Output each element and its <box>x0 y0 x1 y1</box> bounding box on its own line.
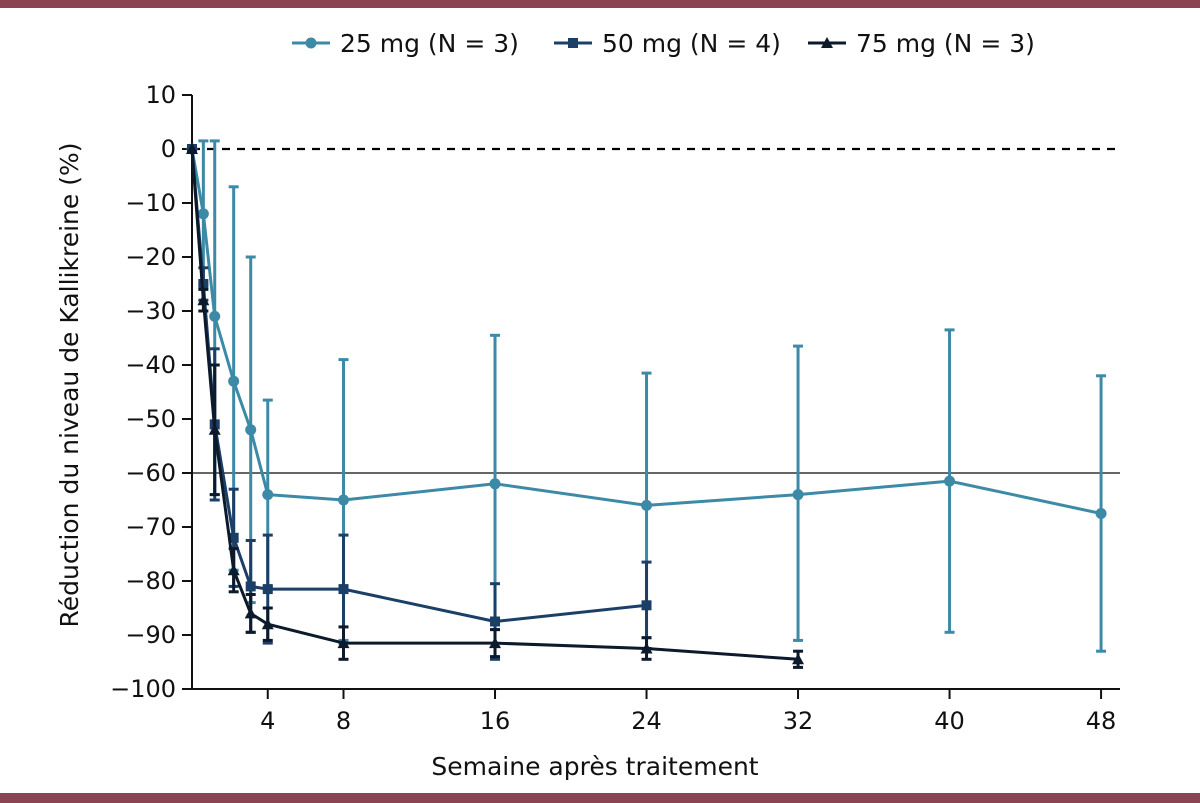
x-axis-title: Semaine après traitement <box>431 752 758 781</box>
y-tick-label: −80 <box>125 567 176 595</box>
y-tick-label: 0 <box>161 135 176 163</box>
top-frame-bar <box>0 0 1200 8</box>
y-tick-label: −70 <box>125 513 176 541</box>
data-point <box>245 581 256 592</box>
data-point <box>944 475 956 487</box>
legend-marker-circle <box>305 37 317 49</box>
legend: 25 mg (N = 3) 50 mg (N = 4) 75 mg (N = 3) <box>292 29 1035 58</box>
data-point <box>262 489 274 501</box>
data-point <box>640 642 653 654</box>
data-point <box>228 532 239 543</box>
data-point <box>227 564 240 576</box>
data-point <box>490 616 501 627</box>
legend-label: 75 mg (N = 3) <box>856 29 1035 58</box>
legend-item: 50 mg (N = 4) <box>554 29 781 58</box>
data-point <box>244 607 257 619</box>
series-layer <box>186 139 1107 669</box>
data-point <box>338 584 349 595</box>
series-line <box>190 148 647 623</box>
legend-marker-square <box>568 38 578 48</box>
reference-lines <box>192 147 1120 474</box>
y-tick-label: 10 <box>145 81 176 109</box>
x-tick-label: 48 <box>1086 707 1117 735</box>
y-tick-label: −50 <box>125 405 176 433</box>
data-point <box>489 637 502 649</box>
legend-label: 50 mg (N = 4) <box>602 29 781 58</box>
data-point <box>1095 508 1107 519</box>
data-point <box>792 653 805 665</box>
x-tick-label: 4 <box>260 707 275 735</box>
data-point <box>641 499 653 511</box>
data-point <box>337 637 350 649</box>
data-point <box>186 143 198 154</box>
series-line <box>190 148 799 661</box>
legend-item: 25 mg (N = 3) <box>292 29 519 58</box>
y-tick-label: −10 <box>125 189 176 217</box>
data-point <box>641 600 652 611</box>
series-line <box>190 148 1102 515</box>
data-point <box>197 294 210 306</box>
bottom-frame-bar <box>0 793 1200 803</box>
data-point <box>209 310 221 322</box>
x-tick-label: 8 <box>336 707 351 735</box>
data-point <box>208 423 221 435</box>
legend-item: 75 mg (N = 3) <box>808 29 1035 58</box>
y-tick-label: −100 <box>110 675 176 703</box>
x-tick-label: 32 <box>783 707 814 735</box>
y-axis-title: Réduction du niveau de Kallikreine (%) <box>55 143 84 628</box>
data-point <box>197 208 209 220</box>
y-tick-label: −60 <box>125 459 176 487</box>
y-tick-label: −90 <box>125 621 176 649</box>
data-point <box>245 424 257 436</box>
y-tick-label: −40 <box>125 351 176 379</box>
data-point <box>261 618 274 630</box>
x-tick-label: 24 <box>631 707 662 735</box>
data-point <box>489 478 501 490</box>
y-tick-label: −30 <box>125 297 176 325</box>
x-tick-label: 40 <box>934 707 965 735</box>
series-triangle <box>186 143 805 669</box>
y-tick-label: −20 <box>125 243 176 271</box>
data-point <box>338 494 350 506</box>
series-square <box>187 144 652 661</box>
legend-marker-triangle <box>821 37 833 48</box>
legend-label: 25 mg (N = 3) <box>340 29 519 58</box>
data-point <box>262 584 273 595</box>
data-point <box>228 375 240 387</box>
x-tick-label: 16 <box>480 707 511 735</box>
data-point <box>792 489 804 501</box>
